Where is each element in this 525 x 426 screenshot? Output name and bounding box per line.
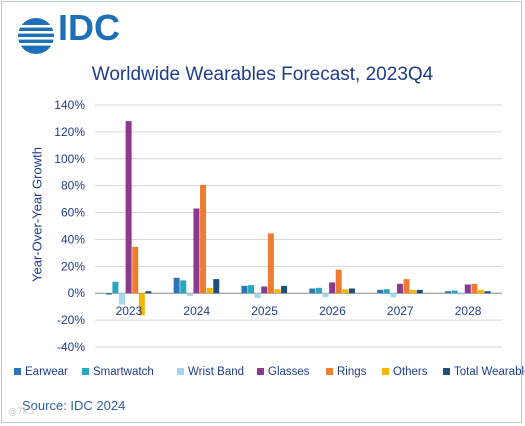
legend-item: Glasses bbox=[257, 366, 310, 378]
x-tick-label: 2023 bbox=[116, 304, 143, 318]
bar-total-wearables bbox=[213, 279, 220, 294]
bar-others bbox=[477, 289, 484, 294]
y-tick-label: 140% bbox=[54, 98, 85, 112]
legend-label: Smartwatch bbox=[93, 366, 154, 378]
bar-wrist-band bbox=[458, 293, 465, 295]
legend-label: Earwear bbox=[25, 366, 68, 378]
legend-swatch bbox=[177, 368, 184, 375]
bar-rings bbox=[267, 233, 274, 294]
bar-rings bbox=[335, 269, 342, 294]
bar-total-wearables bbox=[416, 289, 423, 294]
x-tick-label: 2027 bbox=[387, 304, 414, 318]
bar-rings bbox=[200, 184, 207, 294]
bar-others bbox=[342, 289, 349, 294]
x-tick-label: 2024 bbox=[183, 304, 210, 318]
bar-glasses bbox=[193, 208, 200, 294]
y-tick-label: 80% bbox=[61, 179, 85, 193]
legend-swatch bbox=[326, 368, 333, 375]
logo-text: IDC bbox=[58, 7, 120, 48]
bar-smartwatch bbox=[180, 280, 187, 294]
legend-label: Others bbox=[393, 366, 428, 378]
bar-total-wearables bbox=[145, 291, 152, 294]
x-tick-label: 2028 bbox=[455, 304, 482, 318]
bar-total-wearables bbox=[281, 285, 288, 294]
y-tick-label: -40% bbox=[57, 340, 85, 354]
legend-item: Earwear bbox=[14, 366, 68, 378]
bar-others bbox=[274, 289, 281, 294]
legend-item: Rings bbox=[326, 366, 366, 378]
bar-others bbox=[206, 287, 213, 294]
bar-rings bbox=[403, 279, 410, 294]
bar-others bbox=[410, 289, 417, 294]
legend-item: Wrist Band bbox=[177, 366, 244, 378]
bar-wrist-band bbox=[390, 293, 397, 298]
chart-legend: Earwear Smartwatch Wrist Band Glasses Rings O… bbox=[14, 366, 525, 382]
y-tick-label: 60% bbox=[61, 206, 85, 220]
legend-swatch bbox=[257, 368, 264, 375]
bar-glasses bbox=[396, 283, 403, 294]
y-tick-label: 20% bbox=[61, 259, 85, 273]
globe-icon bbox=[16, 18, 56, 54]
bar-others bbox=[138, 293, 145, 316]
x-tick-label: 2026 bbox=[319, 304, 346, 318]
bar-glasses bbox=[125, 121, 132, 294]
bar-wrist-band bbox=[322, 293, 329, 298]
bar-smartwatch bbox=[451, 290, 458, 294]
y-tick-label: 40% bbox=[61, 232, 85, 246]
legend-label: Rings bbox=[337, 366, 367, 378]
bar-smartwatch bbox=[112, 281, 119, 294]
bar-smartwatch bbox=[383, 289, 390, 294]
bar-wrist-band bbox=[119, 293, 126, 305]
legend-item: Total Wearables bbox=[443, 366, 525, 378]
bar-total-wearables bbox=[348, 288, 355, 294]
legend-swatch bbox=[14, 368, 21, 375]
legend-swatch bbox=[382, 368, 389, 375]
bar-glasses bbox=[464, 284, 471, 294]
legend-item: Smartwatch bbox=[82, 366, 154, 378]
legend-swatch bbox=[443, 368, 450, 375]
source-note: Source: IDC 2024 bbox=[22, 398, 126, 413]
bar-earwear bbox=[377, 289, 384, 294]
bar-earwear bbox=[241, 285, 248, 294]
bar-smartwatch bbox=[248, 285, 255, 294]
bar-total-wearables bbox=[484, 291, 491, 294]
idc-logo bbox=[16, 18, 56, 54]
y-tick-label: 120% bbox=[54, 125, 85, 139]
legend-swatch bbox=[82, 368, 89, 375]
bar-earwear bbox=[105, 293, 112, 295]
x-tick-label: 2025 bbox=[251, 304, 278, 318]
legend-item: Others bbox=[382, 366, 428, 378]
bar-earwear bbox=[309, 288, 316, 294]
y-tick-label: 0% bbox=[68, 286, 86, 300]
legend-label: Glasses bbox=[268, 366, 310, 378]
y-tick-label: -20% bbox=[57, 313, 85, 327]
bar-chart: -40% -20% 0% 20% 40% 60% 80% 100% 120% 140% 2023 20… bbox=[54, 98, 502, 354]
bar-glasses bbox=[329, 282, 336, 294]
watermark: @7K3 bbox=[8, 407, 35, 417]
chart-title: Worldwide Wearables Forecast, 2023Q4 bbox=[91, 64, 434, 85]
bar-wrist-band bbox=[186, 293, 193, 296]
bar-glasses bbox=[261, 286, 268, 294]
bar-smartwatch bbox=[315, 287, 322, 294]
bar-rings bbox=[471, 283, 478, 294]
bar-wrist-band bbox=[254, 293, 261, 298]
bar-rings bbox=[132, 246, 139, 294]
legend-label: Total Wearables bbox=[454, 366, 525, 378]
y-tick-label: 100% bbox=[54, 152, 85, 166]
legend-label: Wrist Band bbox=[188, 366, 245, 378]
bar-earwear bbox=[444, 291, 451, 294]
bar-earwear bbox=[173, 277, 180, 294]
